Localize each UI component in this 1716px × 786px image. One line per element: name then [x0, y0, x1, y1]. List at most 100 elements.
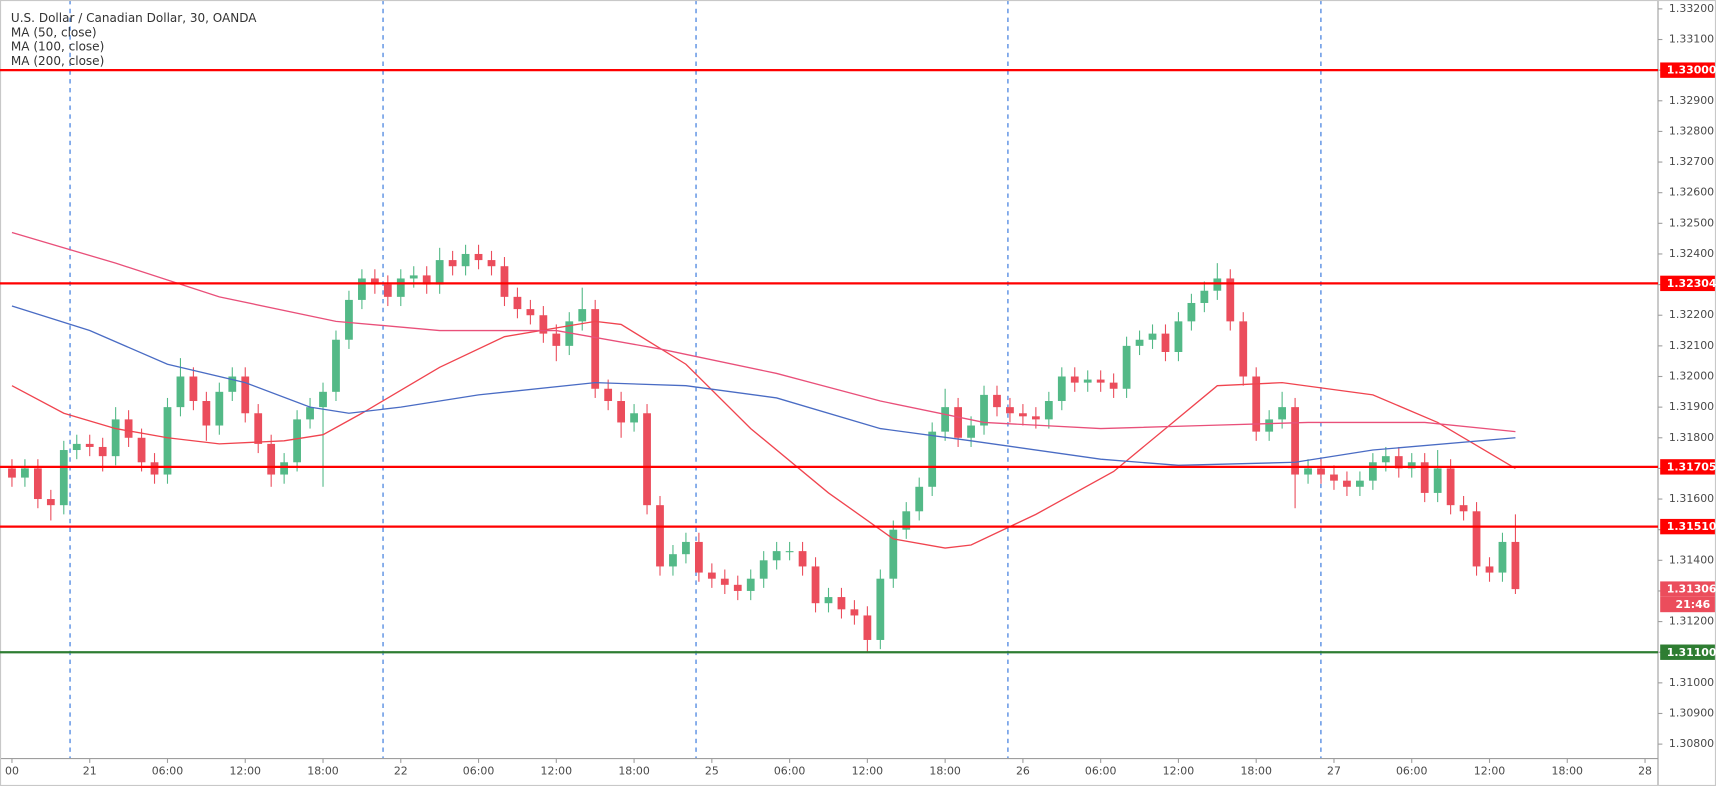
candle-body [1019, 413, 1027, 417]
candle-body [435, 260, 444, 285]
candle-body [150, 462, 159, 475]
candle-body [889, 529, 898, 579]
y-tick-label: 1.31800 [1669, 431, 1714, 444]
candle-body [824, 597, 833, 604]
candle-body [837, 597, 846, 610]
ma-line [11, 231, 1516, 433]
candle-body [370, 278, 379, 285]
x-tick-label: 00 [5, 765, 19, 778]
candle-body [863, 615, 872, 640]
candle-body [669, 554, 677, 567]
candle-body [1161, 333, 1170, 352]
candle-body [293, 419, 301, 463]
y-tick-label: 1.32600 [1669, 186, 1714, 199]
candle-body [1006, 407, 1014, 414]
candle-body [228, 376, 237, 392]
candle-body [1174, 321, 1183, 352]
candle-body [461, 253, 470, 267]
y-tick-label: 1.31400 [1669, 553, 1714, 566]
candle-body [332, 339, 340, 392]
x-tick-label: 22 [394, 765, 408, 778]
candle-body [967, 425, 975, 438]
candle-body [1394, 456, 1403, 469]
candle-body [1044, 401, 1053, 420]
candle-body [1317, 468, 1325, 475]
x-tick-label: 18:00 [1552, 765, 1584, 778]
level-label-box [1660, 644, 1715, 660]
candle-body [85, 443, 94, 447]
candle-body [124, 419, 133, 438]
candle-body [1420, 462, 1429, 493]
level-label-box [1660, 275, 1715, 292]
candle-body [694, 541, 703, 573]
candle-body [1304, 468, 1312, 475]
candle-body [993, 394, 1001, 408]
candle-body [500, 266, 509, 297]
candle-body [720, 578, 729, 585]
x-tick-label: 06:00 [1085, 765, 1117, 778]
candle-body [422, 275, 431, 285]
candle-body [98, 446, 107, 457]
x-tick-label: 06:00 [774, 765, 806, 778]
candle-body [319, 391, 327, 408]
candle-body [954, 407, 962, 438]
candle-body [8, 468, 16, 478]
y-tick-label: 1.32200 [1669, 308, 1714, 321]
x-tick-label: 12:00 [541, 765, 573, 778]
candle-body [1368, 462, 1377, 481]
x-tick-label: 25 [705, 765, 719, 778]
candle-body [850, 609, 859, 616]
level-label-box [1660, 518, 1715, 535]
x-tick-label: 06:00 [152, 765, 184, 778]
candle-body [746, 578, 755, 591]
y-tick-label: 1.31600 [1669, 492, 1714, 505]
candle-body [941, 407, 950, 432]
candle-body [1187, 302, 1196, 322]
candle-body [1083, 379, 1092, 383]
y-tick-label: 1.33200 [1669, 2, 1714, 15]
candle-body [254, 413, 263, 444]
candle-body [111, 419, 120, 457]
candle-body [565, 321, 574, 346]
level-label: 1.33000 [1667, 64, 1716, 77]
y-tick-label: 1.31200 [1669, 615, 1714, 628]
candle-body [1265, 419, 1274, 432]
x-tick-label: 12:00 [229, 765, 261, 778]
candle-body [1446, 468, 1455, 506]
candle-body [902, 511, 911, 530]
level-label: 1.31705 [1667, 460, 1716, 473]
x-tick-label: 18:00 [929, 765, 961, 778]
candle-body [811, 566, 820, 604]
candle-body [1356, 480, 1364, 487]
chart-title: U.S. Dollar / Canadian Dollar, 30, OANDA [11, 11, 257, 25]
y-tick-label: 1.32800 [1669, 124, 1714, 137]
candle-body [656, 505, 664, 567]
x-tick-label: 18:00 [307, 765, 339, 778]
candle-body [1472, 511, 1481, 567]
x-tick-label: 06:00 [463, 765, 495, 778]
candle-body [980, 394, 988, 426]
candle-body [928, 431, 937, 487]
last-price-label: 1.31306 [1667, 583, 1716, 596]
candle-body [915, 486, 924, 512]
candle-body [72, 443, 81, 451]
candle-body [280, 462, 289, 475]
candle-body [617, 401, 626, 423]
candle-body [1330, 474, 1338, 481]
y-tick-label: 1.32000 [1669, 369, 1714, 382]
candle-body [682, 541, 690, 555]
y-tick-label: 1.30900 [1669, 706, 1714, 719]
candle-body [33, 468, 42, 500]
candle-body [591, 309, 600, 389]
ma-line [11, 320, 1516, 549]
candle-body [1148, 333, 1157, 340]
candle-body [267, 443, 276, 475]
candle-body [1291, 407, 1299, 475]
x-tick-label: 27 [1327, 765, 1341, 778]
x-tick-label: 12:00 [1163, 765, 1195, 778]
candle-body [1135, 339, 1144, 346]
candle-body [358, 278, 366, 300]
y-tick-label: 1.31000 [1669, 676, 1714, 689]
